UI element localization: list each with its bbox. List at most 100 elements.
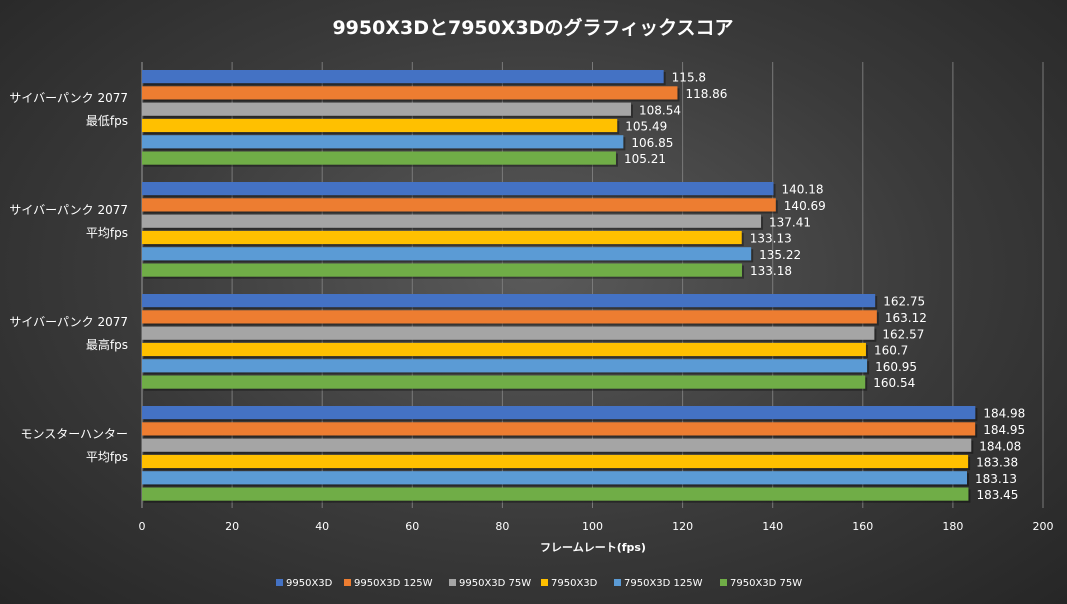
bar-group: 160.95 xyxy=(142,359,917,375)
legend-swatch xyxy=(541,579,548,586)
bar-group: 135.22 xyxy=(142,247,801,263)
x-tick-label: 60 xyxy=(405,520,419,533)
bar xyxy=(142,342,866,357)
bar xyxy=(142,182,774,196)
data-label: 160.54 xyxy=(873,376,915,390)
bar xyxy=(142,438,972,452)
bar xyxy=(142,406,976,420)
data-label: 163.12 xyxy=(885,311,927,325)
data-label: 137.41 xyxy=(769,215,811,229)
chart-title: 9950X3Dと7950X3Dのグラフィックスコア xyxy=(332,16,733,39)
bar xyxy=(142,86,678,100)
bar xyxy=(142,359,868,373)
bar-group: 160.7 xyxy=(142,342,908,359)
bar-group: 137.41 xyxy=(142,214,811,230)
bar-group: 133.18 xyxy=(142,263,792,279)
legend-label: 9950X3D 125W xyxy=(354,578,433,589)
legend: 9950X3D 9950X3D 125W 9950X3D 75W 7950X3D 795… xyxy=(276,578,802,589)
legend-item: 9950X3D 75W xyxy=(449,578,531,589)
bar-group: 140.69 xyxy=(142,198,826,214)
x-tick-label: 140 xyxy=(762,520,783,533)
bar xyxy=(142,487,969,501)
legend-item: 9950X3D 125W xyxy=(344,578,433,589)
bar-group: 160.54 xyxy=(142,375,915,391)
bar xyxy=(142,422,976,436)
bar xyxy=(142,326,875,340)
data-label: 183.38 xyxy=(976,456,1018,470)
data-label: 184.08 xyxy=(979,439,1021,453)
bar-group: 162.57 xyxy=(142,326,924,342)
bar-group: 105.49 xyxy=(142,118,667,135)
x-tick-label: 100 xyxy=(582,520,603,533)
bar-group: 163.12 xyxy=(142,310,927,326)
bar xyxy=(142,230,742,245)
category-label-line1: モンスターハンター xyxy=(20,427,128,441)
data-label: 183.45 xyxy=(976,488,1018,502)
data-label: 183.13 xyxy=(975,472,1017,486)
bar-group: 183.45 xyxy=(142,487,1018,503)
legend-label: 9950X3D xyxy=(286,578,333,589)
legend-swatch xyxy=(720,579,727,586)
bar xyxy=(142,294,876,308)
legend-item: 9950X3D xyxy=(276,578,333,589)
data-label: 184.95 xyxy=(983,423,1025,437)
data-label: 135.22 xyxy=(759,248,801,262)
category-labels: サイバーパンク 2077 最低fps サイバーパンク 2077 平均fps サイバーパン… xyxy=(9,91,128,464)
bar xyxy=(142,454,969,469)
x-tick-label: 160 xyxy=(852,520,873,533)
category-label-line1: サイバーパンク 2077 xyxy=(9,315,128,329)
legend-item: 7950X3D 125W xyxy=(614,578,703,589)
x-tick-label: 80 xyxy=(495,520,509,533)
bar xyxy=(142,198,776,212)
legend-item: 7950X3D xyxy=(541,578,598,589)
data-label: 105.21 xyxy=(624,152,666,166)
bar-group: 108.54 xyxy=(142,102,681,118)
legend-label: 7950X3D 125W xyxy=(624,578,703,589)
legend-item: 7950X3D 75W xyxy=(720,578,802,589)
bar xyxy=(142,263,742,277)
bar xyxy=(142,471,968,485)
category-label-line2: 最高fps xyxy=(86,337,128,352)
bar xyxy=(142,135,624,149)
data-label: 160.7 xyxy=(874,344,908,358)
data-label: 162.75 xyxy=(883,295,925,309)
x-tick-label: 120 xyxy=(672,520,693,533)
legend-swatch xyxy=(614,579,621,586)
category-label-line2: 最低fps xyxy=(86,114,128,128)
bar xyxy=(142,375,866,389)
category-label-line1: サイバーパンク 2077 xyxy=(9,91,128,105)
bar-group: 184.95 xyxy=(142,422,1025,438)
bar xyxy=(142,310,877,324)
bar xyxy=(142,247,752,261)
bar-group: 162.75 xyxy=(142,294,925,310)
bar-group: 140.18 xyxy=(142,182,824,198)
data-label: 118.86 xyxy=(685,87,727,101)
data-label: 140.18 xyxy=(782,183,824,197)
bar xyxy=(142,70,664,84)
x-tick-label: 0 xyxy=(139,520,146,533)
bars-group: 115.8 118.86 108.54 105.49 106.85 105.21 140.1… xyxy=(142,70,1025,503)
legend-label: 9950X3D 75W xyxy=(459,578,531,589)
bar xyxy=(142,151,616,165)
legend-swatch xyxy=(276,579,283,586)
bar-group: 105.21 xyxy=(142,151,666,167)
data-label: 184.98 xyxy=(983,407,1025,421)
x-axis-title: フレームレート(fps) xyxy=(540,541,646,554)
bar-group: 115.8 xyxy=(142,70,706,86)
bar xyxy=(142,102,631,116)
legend-label: 7950X3D xyxy=(551,578,598,589)
legend-label: 7950X3D 75W xyxy=(730,578,802,589)
bar-group: 118.86 xyxy=(142,86,727,102)
data-label: 140.69 xyxy=(784,199,826,213)
legend-swatch xyxy=(449,579,456,586)
data-label: 133.13 xyxy=(750,232,792,246)
x-tick-label: 40 xyxy=(315,520,329,533)
bar-group: 133.13 xyxy=(142,230,792,247)
x-tick-label: 180 xyxy=(942,520,963,533)
bar xyxy=(142,214,762,228)
category-label-line2: 平均fps xyxy=(86,226,128,240)
bar xyxy=(142,118,618,133)
x-tick-labels: 0 20 40 60 80 100 120 140 160 180 200 xyxy=(139,520,1054,533)
category-label-line1: サイバーパンク 2077 xyxy=(9,203,128,217)
